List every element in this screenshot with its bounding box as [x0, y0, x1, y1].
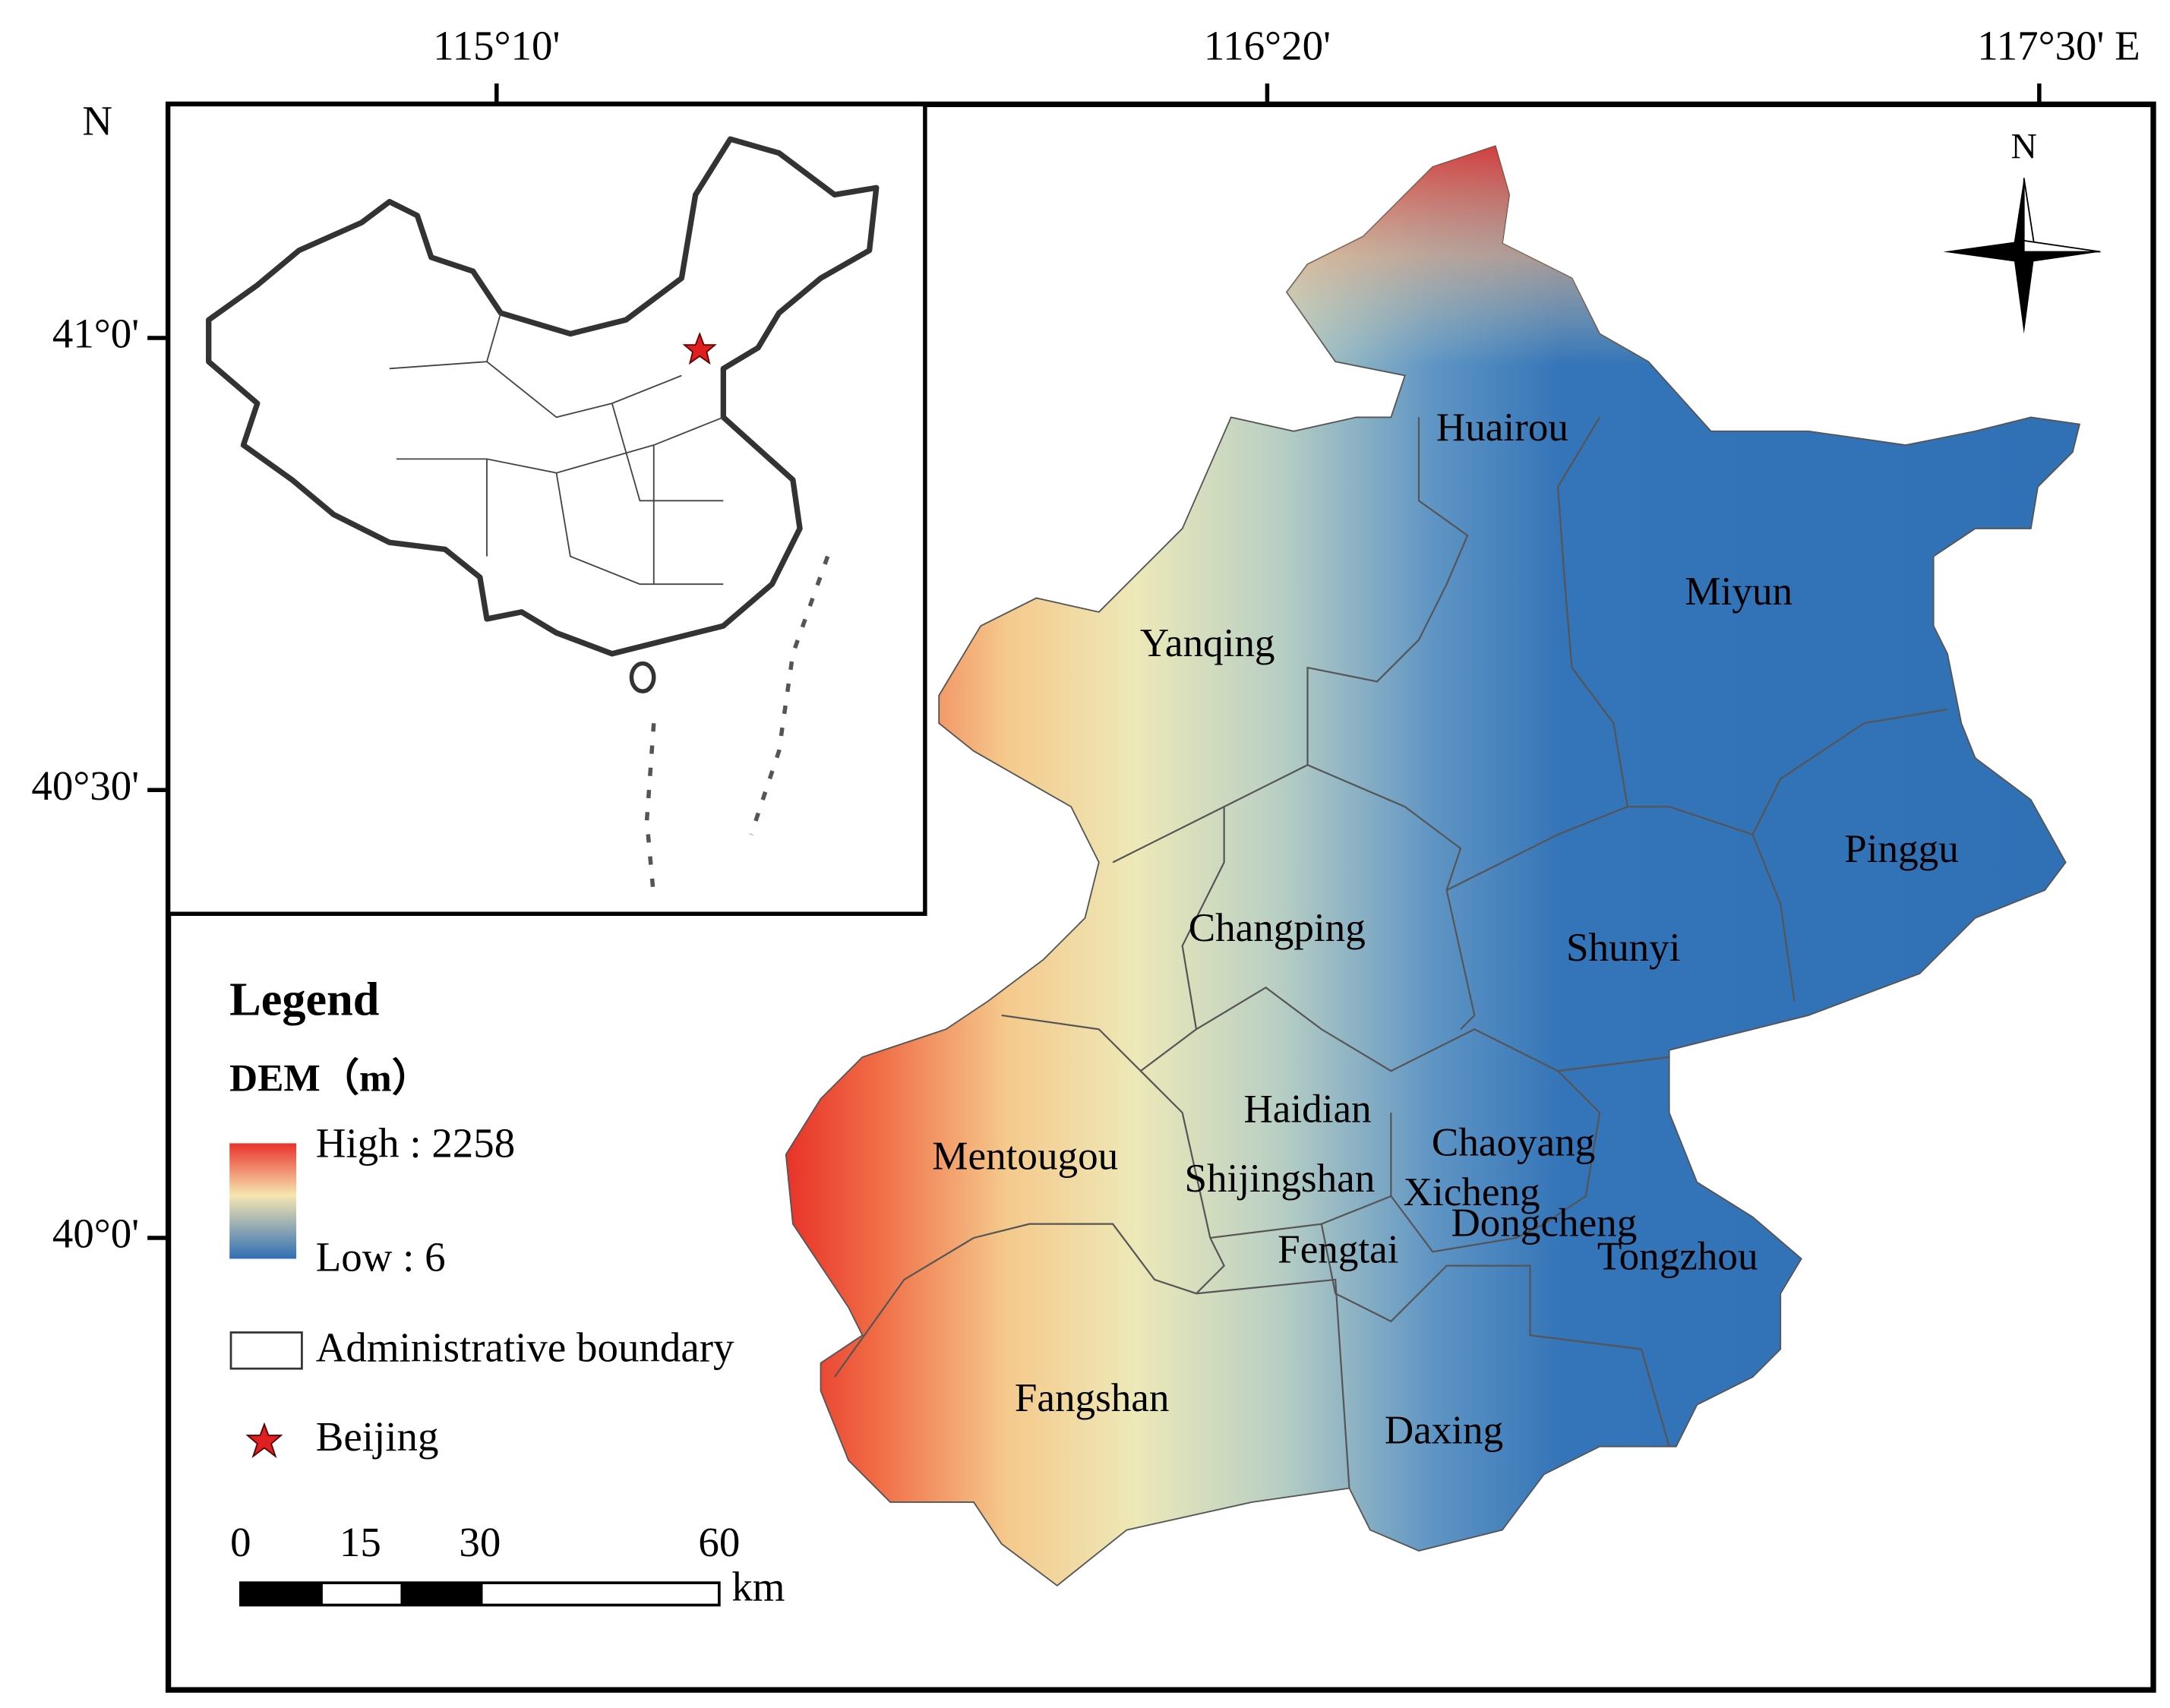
- legend: Legend DEM（m） High : 2258 Low : 6 Admini…: [229, 974, 734, 1460]
- district-label: Pinggu: [1844, 827, 1959, 871]
- coordinate-ticks: [147, 83, 2042, 1240]
- latitude-label: 40°0': [52, 1211, 139, 1257]
- district-label: Xicheng: [1404, 1170, 1540, 1214]
- legend-ramp: [229, 1143, 297, 1259]
- china-inset: [206, 136, 880, 898]
- district-label: Fangshan: [1015, 1376, 1170, 1420]
- legend-star: [245, 1422, 283, 1458]
- scale-unit: km: [731, 1564, 785, 1610]
- north-arrow-label: N: [2011, 128, 2037, 167]
- beijing-dem: [785, 145, 2081, 1586]
- legend-low: Low : 6: [316, 1234, 446, 1280]
- scale-bar: 0 15 30 60 km: [230, 1519, 785, 1610]
- district-label: Tongzhou: [1597, 1234, 1758, 1278]
- district-label: Huairou: [1436, 406, 1568, 450]
- district-label: Fengtai: [1278, 1227, 1398, 1271]
- district-label: Yanqing: [1140, 621, 1275, 665]
- legend-title: Legend: [229, 974, 379, 1026]
- legend-boundary-swatch: [229, 1331, 303, 1370]
- district-labels: Huairou Miyun Yanqing Pinggu Changping Shunyi…: [932, 406, 1958, 1452]
- district-label: Dongcheng: [1451, 1201, 1637, 1245]
- district-label: Shijingshan: [1184, 1157, 1375, 1201]
- latitude-label: 40°30': [31, 762, 139, 809]
- longitude-label: 116°20': [1204, 23, 1331, 69]
- district-label: Changping: [1189, 906, 1366, 950]
- scale-label: 60: [698, 1519, 740, 1565]
- latitude-label: 41°0': [52, 311, 139, 357]
- district-label: Haidian: [1243, 1087, 1371, 1131]
- north-arrow: N: [1943, 128, 2101, 334]
- longitude-label: 117°30' E: [1977, 23, 2140, 69]
- district-label: Mentougou: [932, 1135, 1118, 1179]
- district-label: Shunyi: [1566, 926, 1681, 970]
- legend-high: High : 2258: [316, 1120, 515, 1167]
- district-label: Miyun: [1685, 570, 1793, 614]
- north-label: N: [82, 97, 112, 144]
- district-label: Daxing: [1385, 1408, 1503, 1452]
- legend-subtitle: DEM（m）: [229, 1057, 431, 1100]
- scale-label: 15: [340, 1519, 381, 1565]
- legend-beijing: Beijing: [316, 1413, 439, 1460]
- scale-label: 30: [459, 1519, 501, 1565]
- scale-label: 0: [230, 1519, 251, 1565]
- longitude-label: 115°10': [433, 23, 560, 69]
- district-label: Chaoyang: [1432, 1120, 1595, 1164]
- legend-boundary: Administrative boundary: [316, 1324, 734, 1371]
